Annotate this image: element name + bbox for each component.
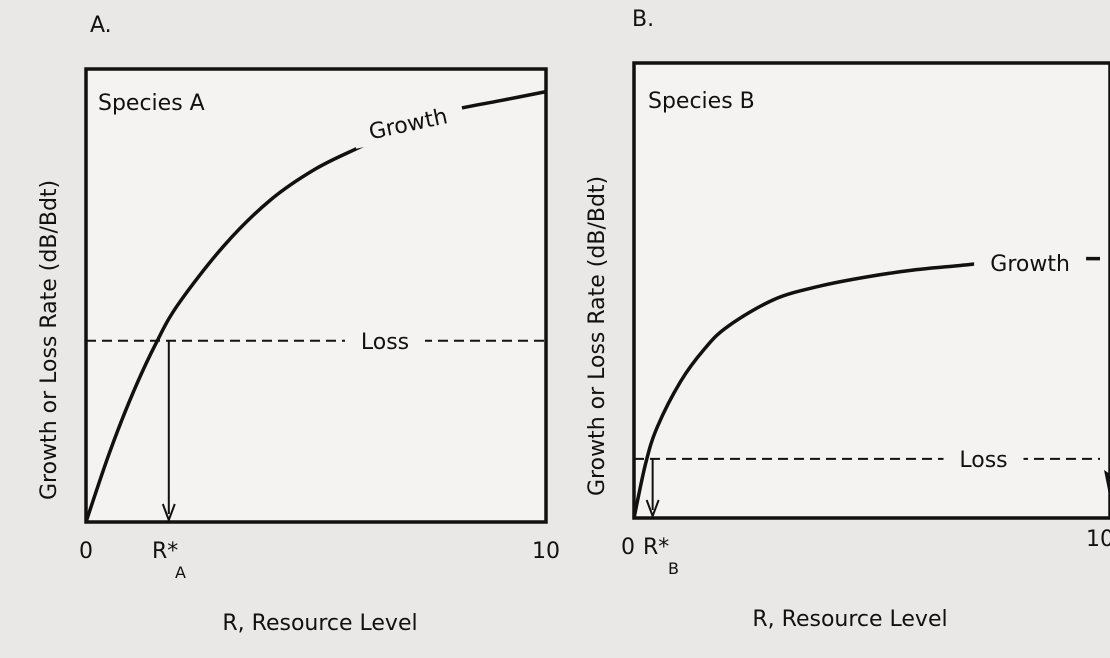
panel-b: B. Species B Growth or Loss Rate (dB/Bdt… xyxy=(585,7,1110,632)
loss-label: Loss xyxy=(959,448,1007,473)
loss-label-bg xyxy=(345,326,425,355)
panel-a-rstar-text: R* xyxy=(152,539,178,564)
panel-b-label: B. xyxy=(632,7,654,32)
panel-a-ylabel: Growth or Loss Rate (dB/Bdt) xyxy=(37,180,62,500)
panel-b-xlabel: R, Resource Level xyxy=(752,607,947,632)
panel-a-xlabel: R, Resource Level xyxy=(222,611,417,636)
panel-b-plot: Loss Growth xyxy=(632,247,1101,519)
panel-b-rstar-text: R* xyxy=(643,535,669,560)
panel-a-label: A. xyxy=(90,13,112,38)
edge-mark xyxy=(1104,470,1110,500)
growth-label: Growth xyxy=(990,252,1070,277)
panel-a: A. Species A Growth or Loss Rate (dB/Bdt… xyxy=(37,13,560,636)
loss-label-bg xyxy=(943,444,1024,473)
panel-a-xtick-0: 0 xyxy=(79,539,93,564)
panel-b-rstar-label: R* B xyxy=(643,535,679,578)
growth-label-bg xyxy=(974,247,1087,278)
panel-a-title: Species A xyxy=(98,91,205,116)
panel-b-xtick-10: 10 xyxy=(1086,527,1110,552)
panel-a-xtick-10: 10 xyxy=(532,539,560,564)
panel-b-frame xyxy=(632,61,1110,520)
panel-b-title: Species B xyxy=(648,89,755,114)
panel-b-xtick-0: 0 xyxy=(621,535,635,560)
rstar-arrow-head xyxy=(645,499,660,519)
panel-a-rstar-sub: A xyxy=(175,563,186,582)
panel-a-frame xyxy=(84,67,548,524)
rstar-arrow-head xyxy=(161,503,176,523)
loss-label: Loss xyxy=(361,330,409,355)
panel-a-rstar-label: R* A xyxy=(152,539,186,582)
panel-b-ylabel: Growth or Loss Rate (dB/Bdt) xyxy=(585,176,610,496)
growth-label-bg xyxy=(349,96,466,149)
panel-b-rstar-sub: B xyxy=(668,559,679,578)
